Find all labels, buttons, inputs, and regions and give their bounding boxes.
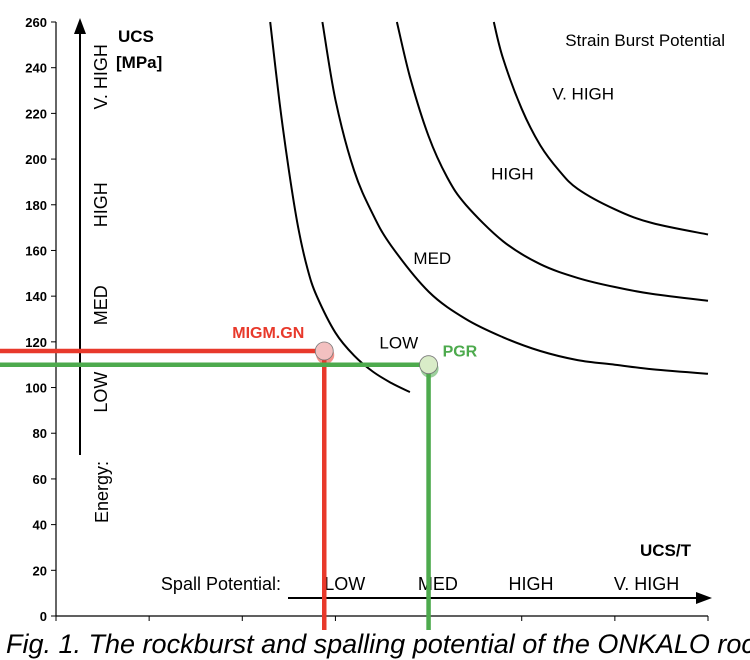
y-axis-label-line-1: UCS	[118, 27, 154, 46]
x-tick-label: 35	[701, 628, 715, 630]
energy-arrow-head	[74, 18, 86, 34]
x-tick-label: 25	[514, 628, 528, 630]
curve-v-high	[492, 21, 709, 236]
x-tick-label: 15	[328, 628, 342, 630]
y-tick-label: 80	[33, 426, 47, 441]
x-tick-label: 5	[146, 628, 153, 630]
axes: 0 20 40 60 80 100 120 140 160 180 200 220 240 260 0 5 10…	[25, 15, 715, 630]
point-marker	[314, 341, 334, 361]
y-tick-label: 140	[25, 289, 47, 304]
spall-level-label: MED	[418, 574, 458, 594]
y-tick-label: 160	[25, 243, 47, 258]
y-tick-label: 60	[33, 472, 47, 487]
curve-high	[395, 21, 709, 302]
y-tick-label: 0	[40, 609, 47, 624]
point-label: PGR	[443, 344, 478, 361]
y-axis-label-line-2: [MPa]	[116, 53, 162, 72]
x-tick-label: 0	[52, 628, 59, 630]
curve-label: MED	[413, 249, 451, 268]
y-tick-label: 20	[33, 563, 47, 578]
y-tick-label: 40	[33, 518, 47, 533]
spall-level-label: LOW	[324, 574, 365, 594]
energy-level-label: V. HIGH	[91, 44, 111, 109]
point-marker	[419, 355, 438, 375]
spall-level-label: V. HIGH	[614, 574, 679, 594]
y-tick-label: 100	[25, 381, 47, 396]
curve-label: HIGH	[491, 165, 534, 184]
curve-label: LOW	[379, 334, 418, 353]
y-tick-label: 260	[25, 15, 47, 30]
labels: Strain Burst Potential UCS [MPa] UCS/T E…	[91, 27, 725, 594]
energy-axis-label: Energy:	[92, 461, 112, 523]
x-tick-label: 10	[235, 628, 249, 630]
point-label: MIGM.GN	[232, 325, 304, 342]
strain-burst-chart: 0 20 40 60 80 100 120 140 160 180 200 220 240 260 0 5 10…	[0, 15, 725, 630]
spall-level-label: HIGH	[509, 574, 554, 594]
figure-caption: Fig. 1. The rockburst and spalling poten…	[6, 629, 750, 659]
spall-axis-label: Spall Potential:	[161, 574, 281, 594]
curve-label: V. HIGH	[552, 85, 614, 104]
curve-med	[321, 21, 709, 375]
curves	[269, 21, 709, 394]
y-tick-label: 120	[25, 335, 47, 350]
y-tick-label: 200	[25, 152, 47, 167]
energy-level-label: MED	[91, 285, 111, 325]
curve-low	[269, 21, 411, 394]
chart-title: Strain Burst Potential	[565, 31, 725, 50]
spall-arrow-head	[696, 592, 712, 604]
energy-level-label: LOW	[91, 372, 111, 413]
x-axis-label: UCS/T	[640, 541, 692, 560]
x-tick-label: 30	[608, 628, 622, 630]
point-overlays: MIGM.GN PGR	[0, 325, 478, 630]
energy-level-label: HIGH	[91, 182, 111, 227]
y-tick-label: 180	[25, 198, 47, 213]
y-tick-label: 220	[25, 106, 47, 121]
y-tick-label: 240	[25, 61, 47, 76]
